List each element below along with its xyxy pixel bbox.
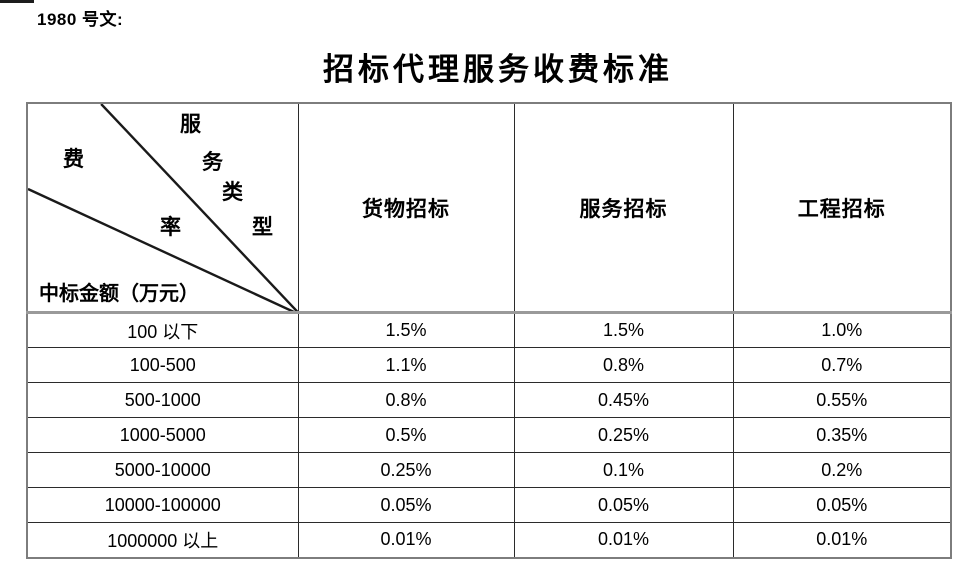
column-header-engineering: 工程招标	[732, 102, 952, 314]
fee-rate-value: 0.5%	[297, 417, 515, 453]
fee-rate-value: 0.8%	[513, 347, 734, 383]
table-row: 500-1000 0.8% 0.45% 0.55%	[26, 382, 952, 418]
document-reference: 1980 号文:	[37, 10, 124, 29]
corner-label-fee-char: 费	[63, 146, 84, 171]
column-header-services: 服务招标	[513, 102, 734, 314]
corner-label-rate-char: 率	[160, 214, 181, 239]
amount-range-label: 5000-10000	[26, 452, 299, 488]
corner-label-service-char-3: 型	[252, 214, 273, 239]
amount-range-label: 1000000 以上	[26, 522, 299, 558]
column-header-goods: 货物招标	[297, 102, 515, 314]
fee-rate-value: 0.05%	[297, 487, 515, 523]
fee-rate-value: 0.05%	[732, 487, 952, 523]
table-row: 1000000 以上 0.01% 0.01% 0.01%	[26, 522, 952, 558]
fee-rate-value: 0.55%	[732, 382, 952, 418]
table-header-row: 费 率 服 务 类 型 中标金额（万元） 货物招标 服务招标 工程招标	[26, 102, 952, 314]
amount-range-label: 1000-5000	[26, 417, 299, 453]
table-row: 100 以下 1.5% 1.5% 1.0%	[26, 312, 952, 348]
page-title: 招标代理服务收费标准	[323, 52, 673, 88]
fee-rate-value: 0.2%	[732, 452, 952, 488]
amount-range-label: 10000-100000	[26, 487, 299, 523]
fee-rate-value: 1.0%	[732, 312, 952, 348]
corner-label-service-char-2: 类	[222, 179, 243, 204]
fee-rate-value: 0.01%	[297, 522, 515, 558]
fee-rate-value: 0.35%	[732, 417, 952, 453]
table-row: 10000-100000 0.05% 0.05% 0.05%	[26, 487, 952, 523]
fee-rate-value: 0.25%	[297, 452, 515, 488]
diagonal-corner-cell: 费 率 服 务 类 型 中标金额（万元）	[26, 102, 299, 314]
fee-rate-value: 0.05%	[513, 487, 734, 523]
table-row: 1000-5000 0.5% 0.25% 0.35%	[26, 417, 952, 453]
table-row: 100-500 1.1% 0.8% 0.7%	[26, 347, 952, 383]
fee-rate-value: 1.5%	[513, 312, 734, 348]
diagonal-lines-icon	[28, 104, 298, 311]
fee-standard-table: 费 率 服 务 类 型 中标金额（万元） 货物招标 服务招标 工程招标 100 …	[26, 102, 952, 559]
corner-label-service-char-0: 服	[180, 111, 201, 136]
amount-range-label: 100 以下	[26, 312, 299, 348]
corner-label-service-char-1: 务	[202, 149, 223, 174]
fee-rate-value: 0.8%	[297, 382, 515, 418]
fee-rate-value: 0.01%	[513, 522, 734, 558]
fee-rate-value: 1.5%	[297, 312, 515, 348]
fee-rate-value: 0.1%	[513, 452, 734, 488]
fee-rate-value: 0.7%	[732, 347, 952, 383]
amount-range-label: 500-1000	[26, 382, 299, 418]
corner-label-award-amount: 中标金额（万元）	[39, 281, 199, 305]
diagonal-corner-inner: 费 率 服 务 类 型 中标金额（万元）	[28, 104, 298, 311]
page-edge-artifact	[0, 0, 34, 3]
amount-range-label: 100-500	[26, 347, 299, 383]
fee-rate-value: 0.25%	[513, 417, 734, 453]
fee-rate-value: 1.1%	[297, 347, 515, 383]
table-row: 5000-10000 0.25% 0.1% 0.2%	[26, 452, 952, 488]
fee-rate-value: 0.45%	[513, 382, 734, 418]
fee-rate-value: 0.01%	[732, 522, 952, 558]
